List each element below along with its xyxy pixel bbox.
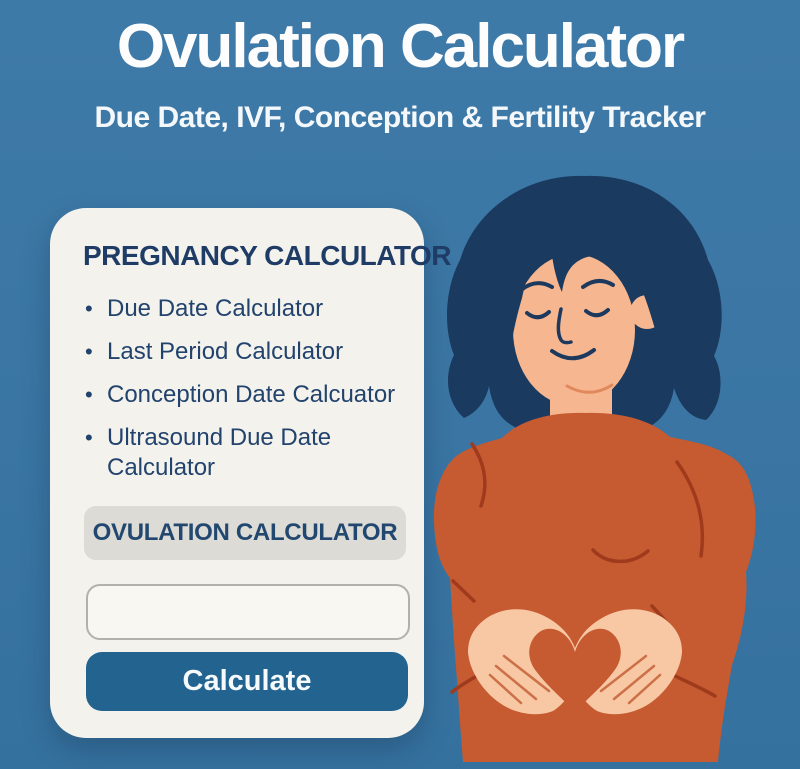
chest-curve — [591, 548, 650, 564]
left-cuff-line — [451, 579, 476, 603]
page-subtitle: Due Date, IVF, Conception & Fertility Tr… — [94, 101, 707, 134]
ear — [630, 295, 664, 329]
right-eye-closed — [584, 308, 610, 318]
right-forearm-line — [659, 667, 717, 698]
smile — [550, 348, 596, 361]
front-hair — [508, 209, 665, 352]
list-item-conception-date: Conception Date Calcuator — [83, 380, 413, 410]
calculator-list: Due Date Calculator Last Period Calculat… — [83, 294, 413, 496]
right-hand — [571, 609, 682, 715]
list-item-due-date: Due Date Calculator — [83, 294, 413, 324]
hair — [447, 175, 722, 433]
right-cuff-line — [650, 604, 673, 629]
left-eye-closed — [525, 310, 551, 320]
left-eyebrow — [519, 281, 554, 292]
page-title: Ovulation Calculator — [116, 12, 685, 81]
date-input[interactable] — [86, 584, 410, 640]
face — [513, 254, 635, 406]
heart-hands — [468, 609, 682, 715]
left-forearm-line — [450, 667, 491, 694]
left-chest-line — [470, 442, 487, 508]
left-hand — [468, 609, 579, 715]
finger-lines — [488, 654, 662, 705]
card-heading: PREGNANCY CALCULATOR — [83, 240, 452, 271]
pregnant-woman-illustration — [433, 175, 756, 762]
sweater-lines — [450, 442, 717, 698]
heart-icon — [529, 628, 621, 712]
body-sweater — [433, 412, 756, 762]
ovulation-calculator-chip[interactable]: OVULATION CALCULATOR — [84, 506, 406, 560]
face-features — [519, 279, 615, 361]
right-eyebrow — [581, 279, 615, 289]
nose — [556, 307, 573, 345]
list-item-last-period: Last Period Calculator — [83, 337, 413, 367]
neck — [550, 358, 612, 432]
list-item-ultrasound: Ultrasound Due Date Calculator — [83, 423, 413, 483]
chin-line — [565, 383, 614, 394]
right-arm-line — [675, 460, 705, 558]
calculate-button[interactable]: Calculate — [86, 652, 408, 711]
pregnancy-calculator-card: PREGNANCY CALCULATOR Due Date Calculator… — [50, 208, 452, 738]
